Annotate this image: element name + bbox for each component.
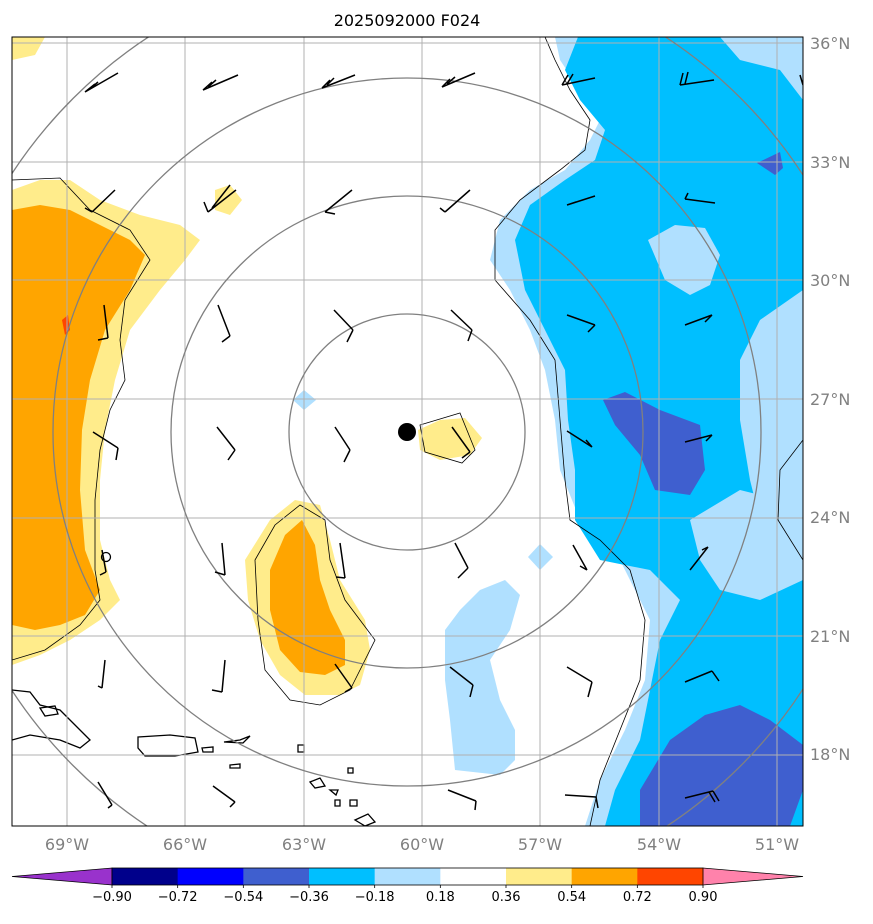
colorbar-frame	[111, 867, 704, 886]
colorbar-segment	[309, 868, 376, 885]
lon-label: 69°W	[45, 835, 89, 854]
colorbar: −0.90 −0.72 −0.54 −0.36 −0.18 0.18 0.36 0.54 0.7…	[11, 867, 804, 905]
lon-label: 63°W	[282, 835, 326, 854]
map-area	[12, 37, 803, 826]
colorbar-tick-label: 0.90	[689, 890, 718, 905]
colorbar-segment	[243, 868, 310, 885]
wind-barbs	[84, 71, 803, 811]
colorbar-tick-label: −0.36	[289, 890, 329, 905]
lat-label: 21°N	[810, 627, 850, 646]
colorbar-tick-label: 0.54	[557, 890, 586, 905]
colorbar-tick-label: −0.54	[223, 890, 263, 905]
longitude-labels: 69°W 66°W 63°W 60°W 57°W 54°W 51°W	[45, 835, 799, 854]
colorbar-segment	[440, 868, 507, 885]
colorbar-tick-label: 0.18	[426, 890, 455, 905]
lat-label: 27°N	[810, 390, 850, 409]
colorbar-tick-label: 0.36	[492, 890, 521, 905]
figure-title: 2025092000 F024	[334, 11, 481, 30]
lat-label: 36°N	[810, 34, 850, 53]
lat-label: 18°N	[810, 745, 850, 764]
storm-center-marker	[398, 423, 416, 441]
lon-label: 51°W	[755, 835, 799, 854]
lat-label: 30°N	[810, 271, 850, 290]
colorbar-extend-max	[702, 867, 804, 886]
lat-label: 24°N	[810, 508, 850, 527]
lat-label: 33°N	[810, 153, 850, 172]
lon-label: 57°W	[518, 835, 562, 854]
colorbar-segment	[177, 868, 244, 885]
colorbar-tick-label: 0.72	[623, 890, 652, 905]
colorbar-segment	[506, 868, 573, 885]
colorbar-segment	[571, 868, 638, 885]
colorbar-tick-label: −0.72	[158, 890, 198, 905]
contour-lines	[12, 37, 803, 826]
positive-field-west	[12, 37, 242, 665]
graticule	[12, 37, 803, 826]
colorbar-segment	[637, 868, 704, 885]
colorbar-tick-label: −0.18	[355, 890, 395, 905]
colorbar-tick-label: −0.90	[92, 890, 132, 905]
colorbar-extend-min	[11, 867, 113, 886]
range-rings	[12, 37, 803, 826]
colorbar-segment	[112, 868, 179, 885]
colorbar-segment	[374, 868, 441, 885]
map-frame	[11, 36, 804, 827]
latitude-labels: 18°N 21°N 24°N 27°N 30°N 33°N 36°N	[810, 34, 850, 764]
lon-label: 60°W	[400, 835, 444, 854]
lon-label: 66°W	[163, 835, 207, 854]
lon-label: 54°W	[637, 835, 681, 854]
